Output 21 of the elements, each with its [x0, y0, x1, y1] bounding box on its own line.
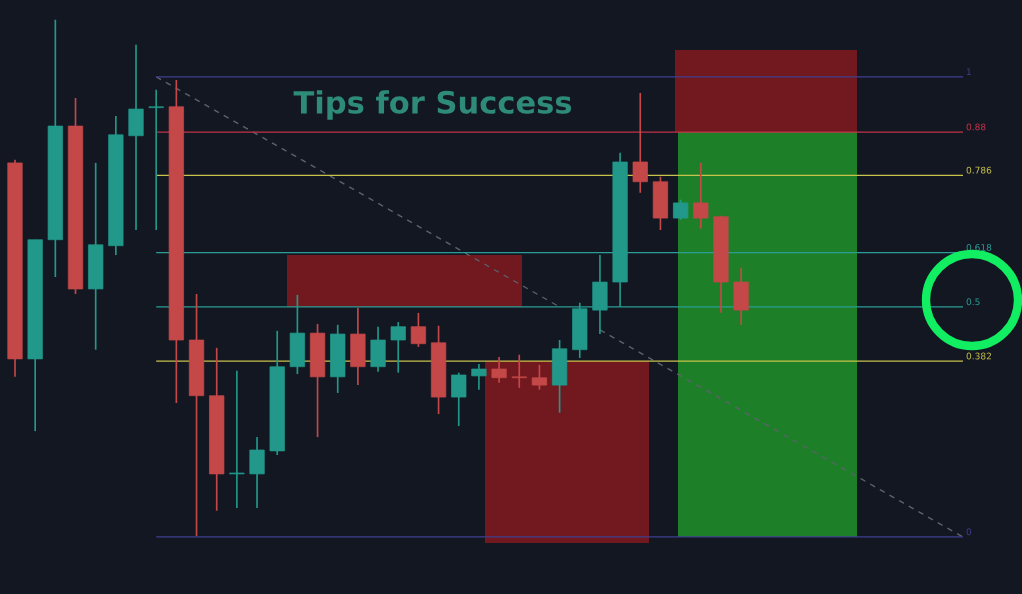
- candlestick: [390, 321, 406, 374]
- candlestick: [249, 436, 265, 509]
- ref-line-label: 0: [966, 528, 972, 536]
- candlestick: [632, 92, 648, 194]
- candlestick: [229, 370, 245, 509]
- candlestick: [511, 353, 527, 389]
- candlestick: [410, 312, 427, 348]
- ref-line-label: 1: [967, 68, 971, 75]
- candlestick: [491, 356, 507, 384]
- candlestick: [148, 88, 164, 231]
- candlestick: [531, 364, 548, 391]
- candlestick: [471, 363, 487, 391]
- text: Tips for Success: [293, 90, 572, 120]
- ref-line-label: 0.618: [966, 244, 992, 251]
- ref-line-label: 0.5: [966, 298, 980, 306]
- candlestick: [673, 198, 689, 221]
- ref-line-label: 0.88: [966, 123, 986, 131]
- candlestick: [693, 162, 709, 230]
- ref-line-label: 0.382: [966, 352, 991, 360]
- candlestick: [451, 371, 467, 427]
- ref-line-label: 0.786: [966, 166, 992, 174]
